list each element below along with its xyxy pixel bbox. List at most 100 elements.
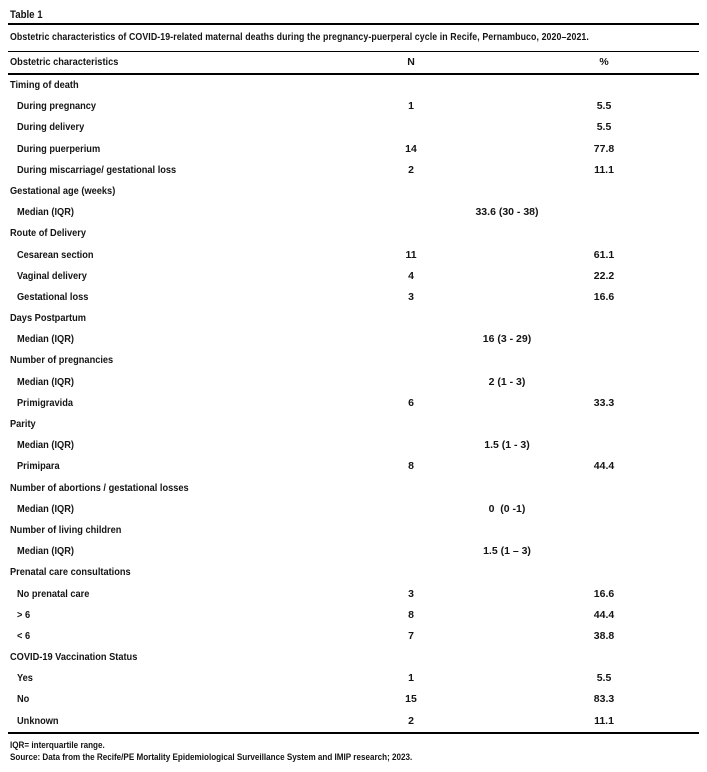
table-number-label: Table 1: [10, 9, 43, 21]
row-label: Median (IQR): [17, 545, 74, 558]
table-row: Prenatal care consultations: [8, 562, 699, 583]
row-label: Cesarean section: [17, 248, 94, 261]
table-row: During pregnancy 1 5.5: [8, 96, 699, 117]
row-label: Unknown: [17, 714, 59, 727]
row-median-value: 1.5 (1 – 3): [483, 545, 531, 558]
row-median-value: 0 (0 -1): [488, 502, 526, 515]
table-row: COVID-19 Vaccination Status: [8, 647, 699, 668]
row-pct-value: 38.8: [593, 629, 615, 642]
row-n-value: 3: [408, 587, 414, 600]
table-caption-text: Obstetric characteristics of COVID-19-re…: [10, 32, 589, 43]
row-pct-value: 83.3: [593, 693, 615, 706]
row-n-value: 4: [408, 269, 414, 282]
row-median-value: 16 (3 - 29): [482, 333, 532, 346]
table-row: Median (IQR) 33.6 (30 - 38): [8, 202, 699, 223]
row-n-value: 15: [405, 693, 417, 706]
row-pct-value: 11.1: [594, 714, 614, 727]
table-caption: Obstetric characteristics of COVID-19-re…: [8, 25, 699, 51]
table-row: > 6 8 44.4: [8, 605, 699, 626]
row-label: Median (IQR): [17, 439, 74, 452]
row-label: During delivery: [17, 121, 85, 134]
table-row: No 15 83.3: [8, 689, 699, 710]
table-row: Timing of death: [8, 75, 699, 96]
row-pct-value: 5.5: [596, 672, 612, 685]
row-label: COVID-19 Vaccination Status: [10, 651, 138, 664]
table-row: Cesarean section 11 61.1: [8, 245, 699, 266]
table-row: Parity: [8, 414, 699, 435]
row-n-value: 6: [408, 396, 414, 409]
rule-top: [8, 23, 699, 25]
row-label: Parity: [10, 418, 36, 430]
table-row: Number of abortions / gestational losses: [8, 478, 699, 499]
row-label: Median (IQR): [17, 206, 74, 219]
row-n-value: 14: [405, 142, 417, 155]
row-pct-value: 5.5: [596, 121, 612, 134]
table-row: Days Postpartum: [8, 308, 699, 329]
footnote-iqr: IQR= interquartile range.: [10, 739, 105, 750]
row-label: Primipara: [17, 460, 60, 473]
table-row: Median (IQR) 16 (3 - 29): [8, 329, 699, 350]
rule-bottom: [8, 731, 699, 734]
table-footnotes: IQR= interquartile range. Source: Data f…: [8, 739, 699, 763]
row-n-value: 2: [408, 714, 414, 727]
row-label: Gestational age (weeks): [10, 184, 116, 197]
table-row: Primigravida 6 33.3: [8, 393, 699, 414]
row-median-value: 33.6 (30 - 38): [475, 206, 539, 219]
table-row: During miscarriage/ gestational loss 2 1…: [8, 160, 699, 181]
row-pct-value: 11.1: [594, 163, 614, 176]
table-row: Unknown 2 11.1: [8, 711, 699, 732]
table-header-row: Obstetric characteristics N %: [8, 52, 699, 73]
row-pct-value: 16.6: [593, 587, 615, 600]
row-label: Number of living children: [10, 523, 122, 536]
row-label: Route of Delivery: [10, 227, 86, 240]
row-n-value: 7: [408, 629, 414, 642]
row-label: Number of abortions / gestational losses: [10, 481, 189, 494]
table-row: Median (IQR) 1.5 (1 - 3): [8, 435, 699, 456]
footnote-source: Source: Data from the Recife/PE Mortalit…: [10, 751, 413, 762]
row-label: No: [17, 693, 30, 706]
row-median-value: 1.5 (1 - 3): [484, 439, 530, 452]
row-pct-value: 44.4: [593, 460, 615, 473]
table-row: < 6 7 38.8: [8, 626, 699, 647]
row-label: Median (IQR): [17, 375, 74, 388]
table-row: Route of Delivery: [8, 223, 699, 244]
row-label: < 6: [17, 629, 31, 642]
row-n-value: 3: [408, 290, 414, 303]
row-n-value: 11: [405, 248, 417, 261]
row-label: Number of pregnancies: [10, 354, 114, 367]
table-row: Yes 1 5.5: [8, 668, 699, 689]
table-row: Median (IQR) 0 (0 -1): [8, 499, 699, 520]
row-label: Days Postpartum: [10, 312, 86, 325]
row-label: Vaginal delivery: [17, 269, 87, 282]
row-label: Gestational loss: [17, 290, 89, 303]
row-n-value: 8: [408, 460, 414, 473]
row-pct-value: 61.1: [593, 248, 615, 261]
row-label: Median (IQR): [17, 333, 74, 346]
table-row: Vaginal delivery 4 22.2: [8, 266, 699, 287]
row-n-value: 1: [408, 100, 414, 113]
row-pct-value: 33.3: [593, 396, 615, 409]
row-n-value: 8: [408, 608, 414, 621]
table-row: During puerperium 14 77.8: [8, 139, 699, 160]
col-header-n: N: [407, 56, 415, 68]
row-label: During pregnancy: [17, 100, 97, 113]
row-pct-value: 5.5: [596, 100, 612, 113]
row-n-value: 2: [408, 163, 414, 176]
col-header-pct: %: [599, 56, 609, 68]
table-row: No prenatal care 3 16.6: [8, 584, 699, 605]
row-pct-value: 22.2: [593, 269, 615, 282]
table-row: During delivery 5.5: [8, 117, 699, 138]
table-number: Table 1: [8, 0, 699, 23]
table-row: Primipara 8 44.4: [8, 456, 699, 477]
table-row: Gestational age (weeks): [8, 181, 699, 202]
table-row: Median (IQR) 1.5 (1 – 3): [8, 541, 699, 562]
row-median-value: 2 (1 - 3): [488, 375, 526, 388]
rule-below-header: [8, 73, 699, 75]
row-pct-value: 44.4: [593, 608, 615, 621]
row-label: > 6: [17, 608, 31, 621]
row-label: Median (IQR): [17, 502, 74, 515]
col-header-characteristics: Obstetric characteristics: [10, 56, 119, 68]
table-rows: Timing of death During pregnancy 1 5.5 D…: [8, 75, 699, 732]
row-n-value: 1: [408, 672, 414, 685]
